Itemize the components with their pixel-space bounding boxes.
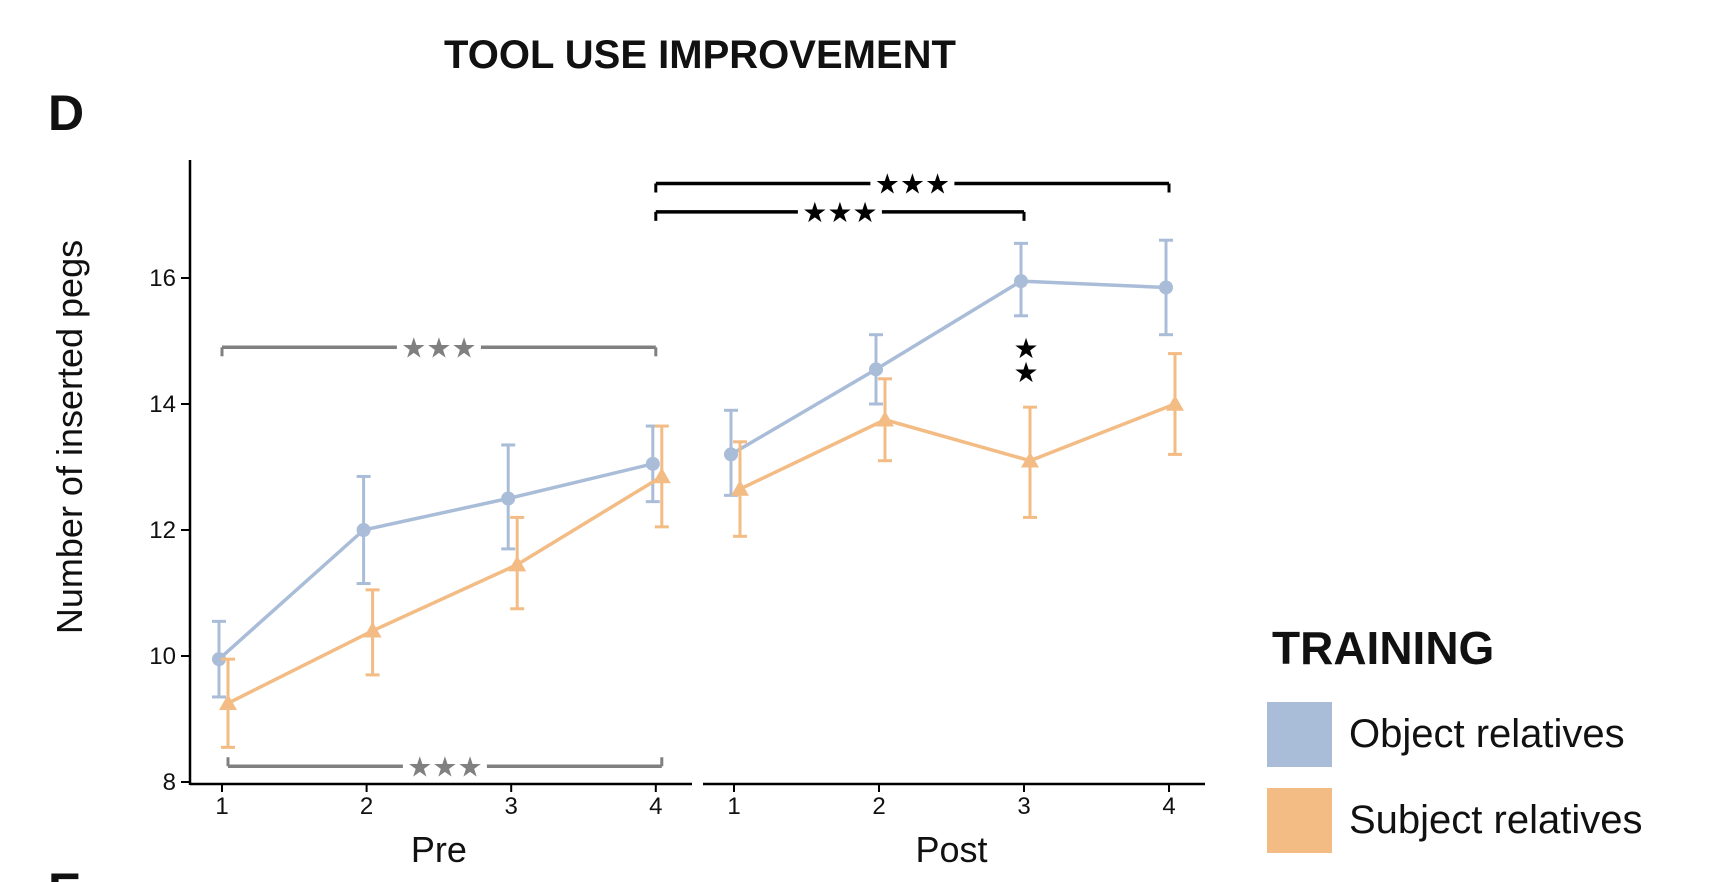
- panel-letter: D: [48, 85, 84, 141]
- y-tick-label-16: 16: [149, 265, 176, 292]
- data-point-subject-relatives-pre-4: [652, 467, 671, 484]
- data-point-object-relatives-pre-2: [356, 523, 371, 537]
- legend-title: TRAINING: [1272, 622, 1494, 674]
- data-point-object-relatives-pre-4: [645, 456, 660, 471]
- significance-bracket-4: ★★★: [654, 168, 1171, 201]
- facet-label-pre: Pre: [411, 829, 467, 870]
- x-tick-label-post-1: 1: [727, 793, 740, 820]
- series-line-subject-relatives-pre: [227, 474, 663, 705]
- legend-swatch-object-relatives: [1267, 702, 1332, 767]
- significance-stars: ★★★: [802, 196, 877, 229]
- significance-stars: ★★★: [407, 750, 482, 783]
- y-tick-label-14: 14: [149, 391, 176, 418]
- legend-label-subject-relatives: Subject relatives: [1349, 798, 1642, 842]
- significance-stars: ★★★: [401, 331, 476, 364]
- data-point-object-relatives-post-1: [724, 447, 738, 462]
- significance-bracket-2: ★★★: [226, 750, 664, 783]
- x-tick-label-pre-2: 2: [360, 793, 373, 820]
- next-panel-letter: E: [48, 863, 81, 882]
- significance-bracket-3: ★★★: [654, 196, 1026, 229]
- x-tick-label-pre-3: 3: [505, 793, 518, 820]
- legend-label-object-relatives: Object relatives: [1349, 712, 1625, 756]
- significance-stars: ★★★: [875, 168, 950, 201]
- y-tick-label-8: 8: [163, 769, 176, 796]
- legend: TRAINING Object relatives Subject relati…: [1267, 622, 1642, 853]
- data-point-subject-relatives-pre-2: [363, 621, 382, 638]
- y-tick-label-10: 10: [149, 643, 176, 670]
- data-point-object-relatives-post-4: [1159, 280, 1173, 295]
- data-point-object-relatives-post-2: [869, 362, 883, 377]
- data-point-object-relatives-pre-1: [212, 652, 226, 667]
- significance-marker-star-1: ★: [1013, 332, 1038, 365]
- data-point-subject-relatives-post-1: [731, 480, 749, 496]
- chart-title: TOOL USE IMPROVEMENT: [444, 33, 956, 77]
- data-point-subject-relatives-post-2: [876, 410, 894, 427]
- x-tick-label-post-4: 4: [1162, 793, 1175, 820]
- y-tick-label-12: 12: [149, 517, 176, 544]
- facet-label-post: Post: [915, 829, 987, 870]
- significance-marker-star-2: ★: [1013, 356, 1038, 389]
- data-point-subject-relatives-post-4: [1166, 395, 1184, 411]
- series-line-object-relatives-pre: [217, 462, 654, 661]
- data-point-subject-relatives-pre-1: [219, 694, 237, 710]
- legend-swatch-subject-relatives: [1267, 788, 1332, 853]
- x-tick-label-post-2: 2: [872, 793, 885, 820]
- x-tick-label-pre-1: 1: [215, 793, 228, 820]
- data-point-object-relatives-post-3: [1014, 274, 1028, 289]
- data-point-object-relatives-pre-3: [501, 491, 516, 506]
- data-point-subject-relatives-post-3: [1021, 451, 1039, 468]
- x-tick-label-pre-4: 4: [649, 793, 662, 820]
- x-tick-label-post-3: 3: [1017, 793, 1030, 820]
- series-line-subject-relatives-post: [739, 402, 1176, 491]
- y-axis-title: Number of inserted pegs: [49, 240, 90, 634]
- significance-bracket-1: ★★★: [220, 331, 658, 364]
- data-point-subject-relatives-pre-3: [508, 555, 527, 572]
- series-line-object-relatives-post: [730, 279, 1167, 456]
